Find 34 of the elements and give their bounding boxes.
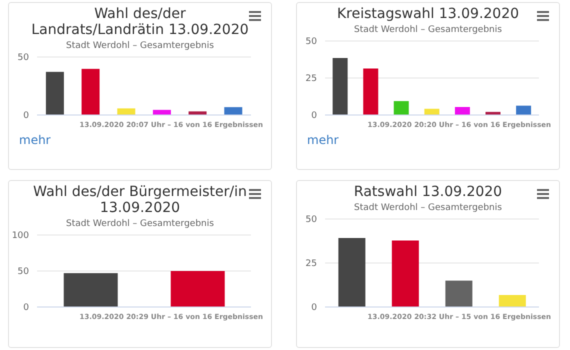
text: mehr bbox=[18, 133, 52, 147]
y-tick-label: 0 bbox=[311, 303, 318, 314]
chart-title: Kreistagswahl 13.09.2020 bbox=[336, 5, 520, 22]
bar bbox=[338, 238, 366, 307]
chart-subtitle: Stadt Werdohl – Gesamtergebnis bbox=[353, 25, 503, 35]
bar bbox=[117, 108, 136, 115]
bar bbox=[46, 72, 64, 115]
bar bbox=[363, 68, 378, 115]
y-tick-label: 50 bbox=[18, 53, 30, 64]
chart-subtitle: Stadt Werdohl – Gesamtergebnis bbox=[65, 41, 215, 51]
y-tick-label: 50 bbox=[18, 267, 30, 278]
y-tick-label: 25 bbox=[306, 74, 317, 84]
y-tick-label: 0 bbox=[311, 111, 318, 122]
bar bbox=[82, 68, 100, 115]
bar bbox=[392, 240, 419, 307]
chart-title: Wahl des/der Bürgermeister/in 13.09.2020 bbox=[32, 183, 248, 216]
bar bbox=[516, 106, 532, 115]
chart-title: Ratswahl 13.09.2020 bbox=[352, 183, 504, 200]
bar bbox=[445, 280, 472, 307]
bar bbox=[498, 295, 526, 307]
bar bbox=[394, 101, 409, 115]
bar bbox=[332, 58, 348, 115]
y-tick-label: 0 bbox=[23, 111, 30, 122]
chart-subtitle: Stadt Werdohl – Gesamtergebnis bbox=[353, 203, 503, 213]
y-tick-label: 50 bbox=[306, 37, 318, 48]
y-tick-label: 0 bbox=[23, 303, 30, 314]
y-tick-label: 25 bbox=[306, 259, 317, 270]
bar bbox=[454, 107, 470, 115]
y-tick-label: 50 bbox=[306, 215, 318, 226]
y-tick-label: 100 bbox=[12, 231, 30, 242]
bar bbox=[224, 107, 242, 115]
chart-title: Wahl des/der Landrats/Landrätin 13.09.2020 bbox=[30, 5, 250, 38]
chart-subtitle: Stadt Werdohl – Gesamtergebnis bbox=[65, 219, 215, 229]
text: mehr bbox=[306, 133, 340, 147]
